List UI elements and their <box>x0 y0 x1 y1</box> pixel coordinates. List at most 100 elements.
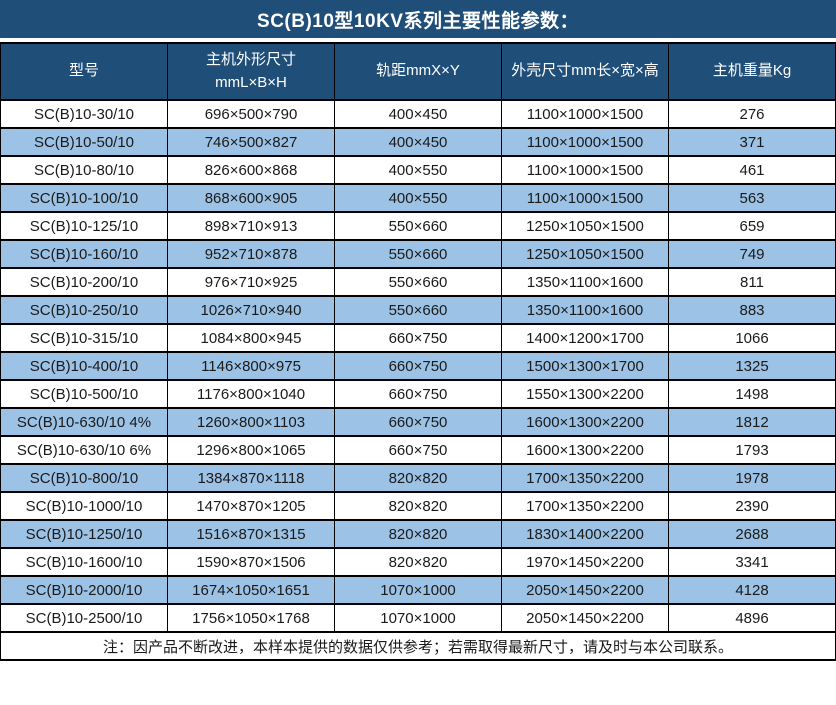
cell-weight: 276 <box>668 99 836 129</box>
cell-main-dimensions: 1146×800×975 <box>167 351 335 381</box>
cell-main-dimensions: 746×500×827 <box>167 127 335 157</box>
cell-weight: 659 <box>668 211 836 241</box>
header-row: 型号 主机外形尺寸 mmL×B×H 轨距mmX×Y 外壳尺寸mm长×宽×高 主机… <box>0 42 836 101</box>
cell-main-dimensions: 1084×800×945 <box>167 323 335 353</box>
table-row: SC(B)10-1600/10 1590×870×1506 820×820 1970×… <box>0 547 836 577</box>
table-row: SC(B)10-250/10 1026×710×940 550×660 1350×11… <box>0 295 836 325</box>
cell-rail-gauge: 660×750 <box>334 435 502 465</box>
header-dimensions-line2: mmL×B×H <box>215 73 287 91</box>
cell-shell-size: 1600×1300×2200 <box>501 407 669 437</box>
cell-model: SC(B)10-630/10 4% <box>0 407 168 437</box>
cell-main-dimensions: 1176×800×1040 <box>167 379 335 409</box>
cell-main-dimensions: 1756×1050×1768 <box>167 603 335 633</box>
cell-weight: 4128 <box>668 575 836 605</box>
table-row: SC(B)10-630/10 4% 1260×800×1103 660×750 160… <box>0 407 836 437</box>
cell-model: SC(B)10-800/10 <box>0 463 168 493</box>
cell-rail-gauge: 660×750 <box>334 379 502 409</box>
column-header-rail-gauge: 轨距mmX×Y <box>334 42 502 101</box>
cell-shell-size: 1700×1350×2200 <box>501 491 669 521</box>
cell-model: SC(B)10-2000/10 <box>0 575 168 605</box>
cell-model: SC(B)10-160/10 <box>0 239 168 269</box>
cell-weight: 749 <box>668 239 836 269</box>
cell-shell-size: 1100×1000×1500 <box>501 99 669 129</box>
cell-model: SC(B)10-200/10 <box>0 267 168 297</box>
column-header-model: 型号 <box>0 42 168 101</box>
cell-rail-gauge: 660×750 <box>334 351 502 381</box>
cell-model: SC(B)10-30/10 <box>0 99 168 129</box>
table-footer: 注：因产品不断改进，本样本提供的数据仅供参考；若需取得最新尺寸，请及时与本公司联… <box>0 631 836 661</box>
cell-main-dimensions: 898×710×913 <box>167 211 335 241</box>
table-row: SC(B)10-2000/10 1674×1050×1651 1070×1000 20… <box>0 575 836 605</box>
cell-rail-gauge: 1070×1000 <box>334 603 502 633</box>
table-body: SC(B)10-30/10 696×500×790 400×450 1100×1000… <box>0 99 836 633</box>
cell-weight: 2688 <box>668 519 836 549</box>
table-row: SC(B)10-30/10 696×500×790 400×450 1100×1000… <box>0 99 836 129</box>
cell-main-dimensions: 1384×870×1118 <box>167 463 335 493</box>
footer-note: 注：因产品不断改进，本样本提供的数据仅供参考；若需取得最新尺寸，请及时与本公司联… <box>0 631 836 661</box>
cell-weight: 461 <box>668 155 836 185</box>
cell-rail-gauge: 550×660 <box>334 211 502 241</box>
cell-weight: 371 <box>668 127 836 157</box>
cell-rail-gauge: 400×450 <box>334 99 502 129</box>
cell-shell-size: 1350×1100×1600 <box>501 295 669 325</box>
cell-weight: 1978 <box>668 463 836 493</box>
cell-shell-size: 1100×1000×1500 <box>501 155 669 185</box>
cell-model: SC(B)10-1600/10 <box>0 547 168 577</box>
cell-main-dimensions: 952×710×878 <box>167 239 335 269</box>
cell-model: SC(B)10-1000/10 <box>0 491 168 521</box>
cell-rail-gauge: 820×820 <box>334 491 502 521</box>
cell-weight: 1325 <box>668 351 836 381</box>
table-row: SC(B)10-200/10 976×710×925 550×660 1350×110… <box>0 267 836 297</box>
cell-shell-size: 1970×1450×2200 <box>501 547 669 577</box>
table-row: SC(B)10-315/10 1084×800×945 660×750 1400×12… <box>0 323 836 353</box>
title-divider <box>0 38 836 42</box>
cell-model: SC(B)10-400/10 <box>0 351 168 381</box>
cell-main-dimensions: 826×600×868 <box>167 155 335 185</box>
cell-shell-size: 1700×1350×2200 <box>501 463 669 493</box>
cell-shell-size: 1250×1050×1500 <box>501 239 669 269</box>
cell-rail-gauge: 550×660 <box>334 239 502 269</box>
cell-model: SC(B)10-50/10 <box>0 127 168 157</box>
cell-model: SC(B)10-500/10 <box>0 379 168 409</box>
cell-rail-gauge: 660×750 <box>334 323 502 353</box>
cell-rail-gauge: 820×820 <box>334 519 502 549</box>
cell-rail-gauge: 820×820 <box>334 547 502 577</box>
page-title: SC(B)10型10KV系列主要性能参数： <box>0 0 836 38</box>
cell-shell-size: 1600×1300×2200 <box>501 435 669 465</box>
cell-model: SC(B)10-125/10 <box>0 211 168 241</box>
cell-rail-gauge: 550×660 <box>334 267 502 297</box>
cell-main-dimensions: 1470×870×1205 <box>167 491 335 521</box>
cell-weight: 1793 <box>668 435 836 465</box>
table-row: SC(B)10-100/10 868×600×905 400×550 1100×100… <box>0 183 836 213</box>
column-header-weight: 主机重量Kg <box>668 42 836 101</box>
cell-main-dimensions: 1026×710×940 <box>167 295 335 325</box>
cell-weight: 1812 <box>668 407 836 437</box>
table-header: 型号 主机外形尺寸 mmL×B×H 轨距mmX×Y 外壳尺寸mm长×宽×高 主机… <box>0 42 836 101</box>
cell-rail-gauge: 820×820 <box>334 463 502 493</box>
cell-model: SC(B)10-2500/10 <box>0 603 168 633</box>
cell-shell-size: 1550×1300×2200 <box>501 379 669 409</box>
spec-sheet-page: SC(B)10型10KV系列主要性能参数： 型号 主机外形尺寸 mmL×B×H … <box>0 0 836 661</box>
cell-model: SC(B)10-100/10 <box>0 183 168 213</box>
cell-weight: 883 <box>668 295 836 325</box>
table-row: SC(B)10-630/10 6% 1296×800×1065 660×750 160… <box>0 435 836 465</box>
table-row: SC(B)10-160/10 952×710×878 550×660 1250×105… <box>0 239 836 269</box>
cell-weight: 1066 <box>668 323 836 353</box>
cell-shell-size: 1400×1200×1700 <box>501 323 669 353</box>
parameters-table: 型号 主机外形尺寸 mmL×B×H 轨距mmX×Y 外壳尺寸mm长×宽×高 主机… <box>0 42 836 661</box>
cell-rail-gauge: 550×660 <box>334 295 502 325</box>
cell-shell-size: 1250×1050×1500 <box>501 211 669 241</box>
cell-weight: 811 <box>668 267 836 297</box>
table-row: SC(B)10-800/10 1384×870×1118 820×820 1700×1… <box>0 463 836 493</box>
cell-model: SC(B)10-80/10 <box>0 155 168 185</box>
cell-main-dimensions: 976×710×925 <box>167 267 335 297</box>
note-row: 注：因产品不断改进，本样本提供的数据仅供参考；若需取得最新尺寸，请及时与本公司联… <box>0 631 836 661</box>
cell-main-dimensions: 696×500×790 <box>167 99 335 129</box>
column-header-shell-size: 外壳尺寸mm长×宽×高 <box>501 42 669 101</box>
cell-weight: 1498 <box>668 379 836 409</box>
cell-weight: 2390 <box>668 491 836 521</box>
cell-rail-gauge: 660×750 <box>334 407 502 437</box>
cell-main-dimensions: 1516×870×1315 <box>167 519 335 549</box>
cell-rail-gauge: 400×550 <box>334 155 502 185</box>
cell-rail-gauge: 400×550 <box>334 183 502 213</box>
